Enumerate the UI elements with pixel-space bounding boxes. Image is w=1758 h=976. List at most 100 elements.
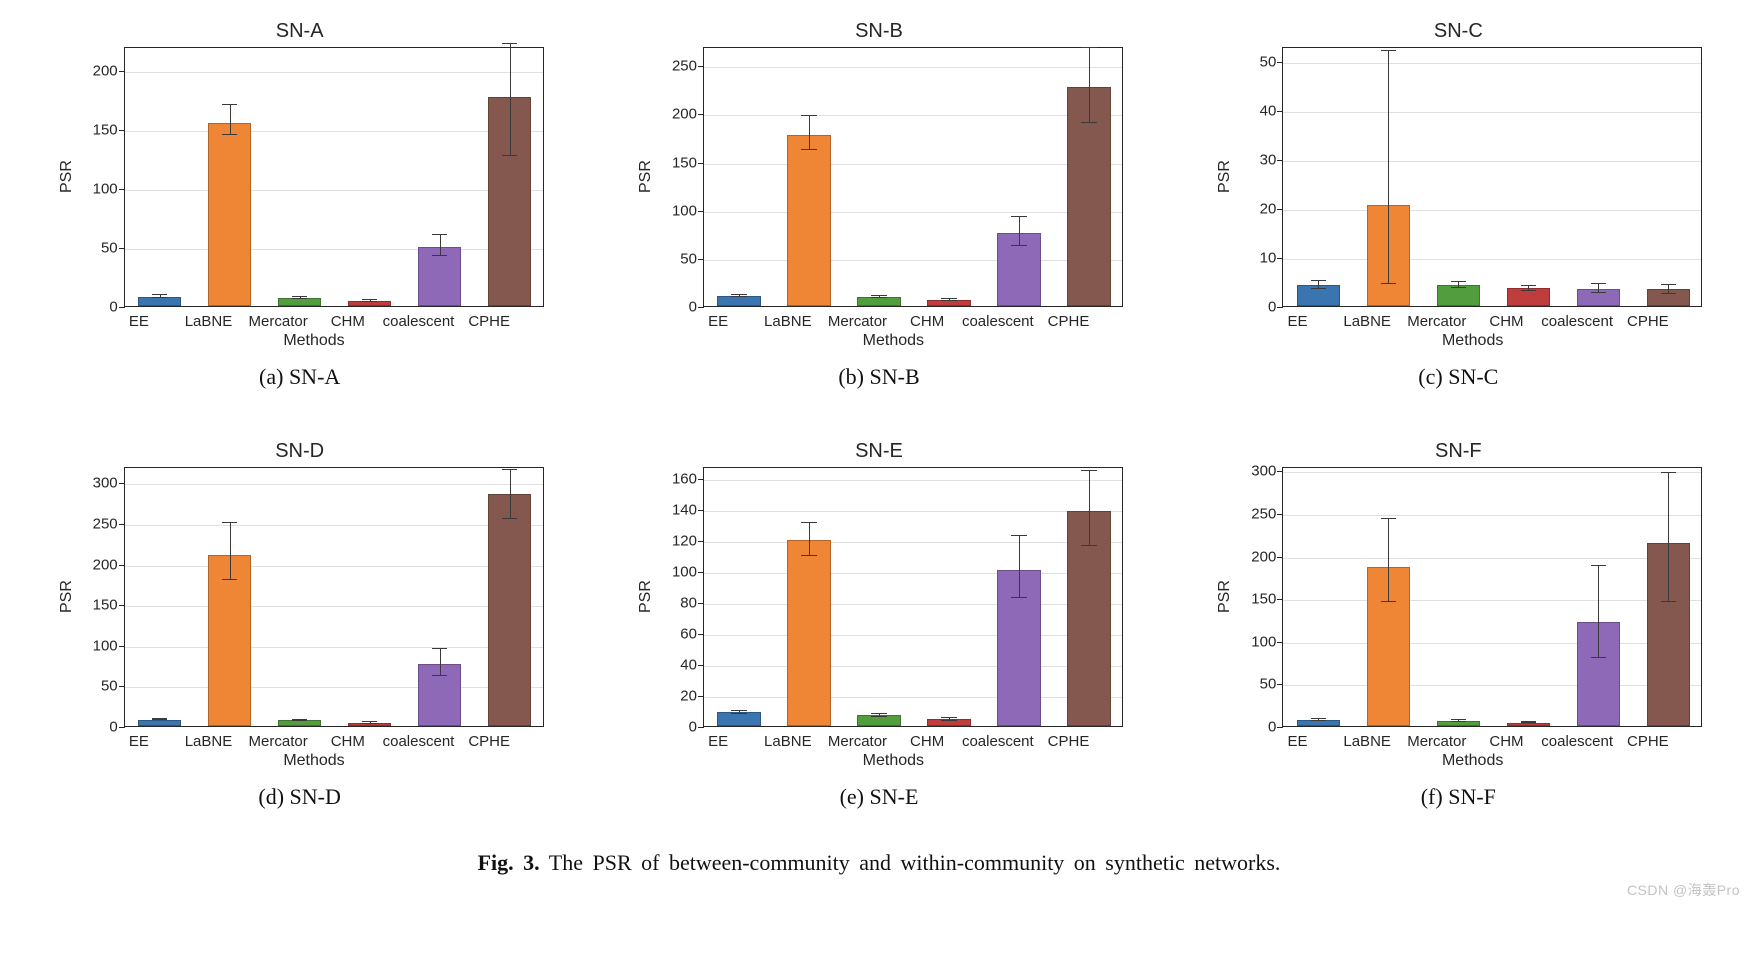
plot-area (703, 47, 1123, 307)
error-cap-bottom (502, 155, 517, 156)
error-cap-bottom (1591, 292, 1606, 293)
x-axis-label: Methods (104, 332, 524, 350)
y-tick-label: 160 (672, 472, 697, 487)
y-tick-mark (119, 727, 125, 728)
x-tick-label: EE (1263, 733, 1333, 750)
error-cap-top (1081, 47, 1096, 48)
error-bar (1089, 471, 1090, 547)
error-bar (510, 44, 511, 156)
y-tick-label: 100 (1251, 634, 1276, 649)
x-tick-label: coalescent (962, 733, 1034, 750)
panel-title: SN-D (275, 440, 324, 463)
error-cap-bottom (1381, 601, 1396, 602)
x-tick-label: Mercator (1402, 313, 1472, 330)
y-tick-label: 80 (680, 596, 697, 611)
watermark-text: CSDN @海轰Pro (1627, 880, 1740, 900)
error-cap-bottom (1661, 601, 1676, 602)
panel-sn_c: SN-CPSR50403020100EELaBNEMercatorCHMcoal… (1199, 20, 1718, 390)
y-axis-ticks: 50403020100 (1236, 47, 1282, 307)
y-tick-label: 50 (680, 251, 697, 266)
bars-layer (1283, 468, 1701, 726)
x-tick-label: CPHE (1613, 313, 1683, 330)
y-tick-label: 40 (680, 658, 697, 673)
figure-caption-text: The PSR of between-community and within-… (549, 850, 1281, 875)
error-bar (440, 649, 441, 676)
y-tick-label: 140 (672, 503, 697, 518)
x-tick-label: EE (1263, 313, 1333, 330)
error-cap-top (1381, 518, 1396, 519)
bar-chm (1507, 288, 1550, 306)
bar-ee (717, 296, 760, 306)
y-tick-label: 30 (1260, 152, 1277, 167)
x-tick-label: Mercator (243, 313, 313, 330)
error-cap-top (801, 115, 816, 116)
error-cap-bottom (1081, 545, 1096, 546)
x-tick-label: EE (683, 733, 753, 750)
error-cap-bottom (731, 713, 746, 714)
bar-mercator (857, 715, 900, 726)
x-axis-ticks: EELaBNEMercatorCHMcoalescentCPHE (683, 313, 1103, 330)
y-tick-label: 60 (680, 627, 697, 642)
panel-sn_a: SN-APSR200150100500EELaBNEMercatorCHMcoa… (40, 20, 559, 390)
panel-sn_e: SN-EPSR160140120100806040200EELaBNEMerca… (619, 440, 1138, 810)
panel-title: SN-C (1434, 20, 1483, 43)
error-cap-top (731, 294, 746, 295)
error-cap-top (801, 522, 816, 523)
x-label-outer: Methods (619, 330, 1103, 350)
error-cap-bottom (801, 149, 816, 150)
figure-caption-label: Fig. 3. (478, 850, 540, 875)
y-axis-ticks: 160140120100806040200 (657, 467, 703, 727)
error-cap-bottom (292, 298, 307, 299)
error-cap-top (1011, 216, 1026, 217)
error-cap-top (871, 295, 886, 296)
error-cap-top (362, 299, 377, 300)
error-cap-bottom (801, 555, 816, 556)
error-cap-bottom (731, 296, 746, 297)
panel-title: SN-F (1435, 440, 1482, 463)
bars-layer (125, 468, 543, 726)
x-tick-label: EE (104, 313, 174, 330)
x-tick-label: LaBNE (753, 733, 823, 750)
y-tick-label: 0 (689, 300, 697, 315)
y-tick-label: 300 (93, 476, 118, 491)
y-tick-label: 250 (93, 516, 118, 531)
error-cap-top (152, 294, 167, 295)
y-tick-label: 20 (1260, 201, 1277, 216)
y-tick-label: 200 (1251, 549, 1276, 564)
error-cap-bottom (432, 675, 447, 676)
panel-subcaption: (a) SN-A (259, 364, 340, 390)
y-tick-label: 0 (109, 720, 117, 735)
error-bar (230, 105, 231, 135)
x-tick-label: CHM (313, 313, 383, 330)
x-tick-label: coalescent (383, 313, 455, 330)
error-bar (809, 116, 810, 150)
x-label-outer: Methods (619, 750, 1103, 770)
panel-sn_b: SN-BPSR250200150100500EELaBNEMercatorCHM… (619, 20, 1138, 390)
error-cap-top (1591, 565, 1606, 566)
y-tick-mark (1277, 727, 1283, 728)
x-tick-label: CHM (892, 733, 962, 750)
error-cap-bottom (1521, 722, 1536, 723)
x-axis-ticks: EELaBNEMercatorCHMcoalescentCPHE (683, 733, 1103, 750)
error-cap-top (222, 104, 237, 105)
bars-layer (704, 468, 1122, 726)
panel-subcaption: (b) SN-B (838, 364, 919, 390)
plot-area (124, 47, 544, 307)
error-bar (1089, 48, 1090, 123)
y-tick-label: 50 (1260, 677, 1277, 692)
error-bar (440, 235, 441, 256)
bar-labne (208, 123, 251, 306)
error-cap-bottom (1451, 287, 1466, 288)
error-bar (510, 470, 511, 519)
y-tick-label: 150 (672, 155, 697, 170)
x-tick-label: coalescent (383, 733, 455, 750)
panel-subcaption: (f) SN-F (1421, 784, 1496, 810)
y-tick-label: 20 (680, 689, 697, 704)
y-tick-mark (698, 727, 704, 728)
x-tick-label: Mercator (823, 733, 893, 750)
x-axis-ticks: EELaBNEMercatorCHMcoalescentCPHE (1263, 733, 1683, 750)
error-cap-bottom (1521, 290, 1536, 291)
error-cap-bottom (1591, 657, 1606, 658)
y-axis-label: PSR (1214, 467, 1236, 727)
panel-subcaption: (c) SN-C (1418, 364, 1498, 390)
